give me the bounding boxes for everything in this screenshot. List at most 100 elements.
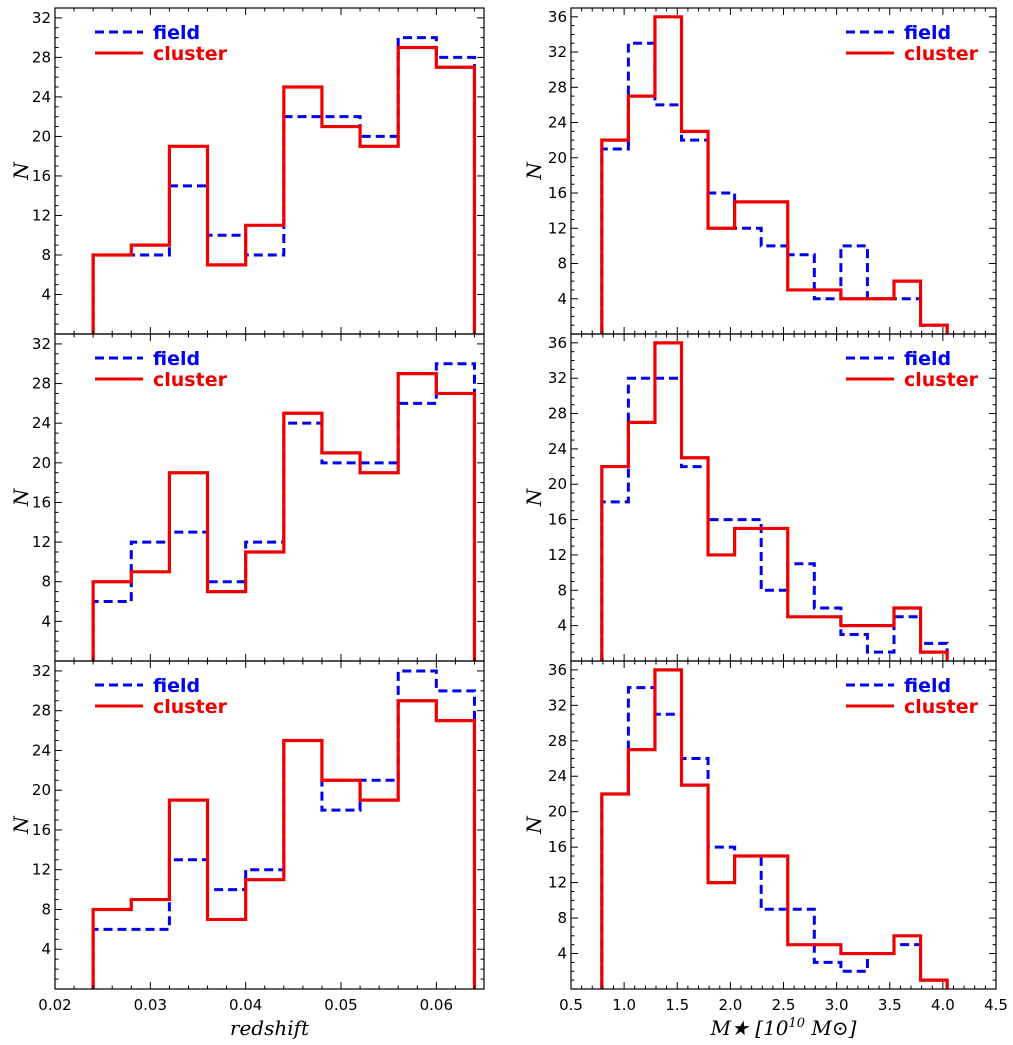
y-tick-label: 12 xyxy=(32,861,51,879)
y-tick-label: 24 xyxy=(548,440,567,458)
y-axis-label: N xyxy=(9,161,33,181)
y-tick-label: 20 xyxy=(548,149,567,167)
y-tick-label: 20 xyxy=(32,781,51,799)
y-tick-label: 16 xyxy=(32,493,51,511)
legend-label-field: field xyxy=(904,22,951,44)
y-axis-label: N xyxy=(522,815,546,835)
y-tick-label: 32 xyxy=(548,696,567,714)
y-axis-label: N xyxy=(9,815,33,835)
y-tick-label: 8 xyxy=(41,246,51,264)
legend-label-cluster: cluster xyxy=(904,43,979,65)
series-cluster-step-line xyxy=(91,699,477,989)
x-tick-label: 0.02 xyxy=(38,996,71,1014)
legend-label-field: field xyxy=(153,348,200,370)
series-cluster-step-line xyxy=(600,668,949,989)
y-tick-label: 16 xyxy=(548,184,567,202)
y-tick-label: 24 xyxy=(548,767,567,785)
x-tick-label: 4.0 xyxy=(931,996,955,1014)
x-tick-label: 0.03 xyxy=(134,996,167,1014)
y-tick-label: 16 xyxy=(548,838,567,856)
y-tick-label: 12 xyxy=(548,874,567,892)
plot-frame xyxy=(54,660,485,990)
y-tick-label: 32 xyxy=(32,9,51,27)
legend-label-field: field xyxy=(153,22,200,44)
y-tick-label: 4 xyxy=(557,945,567,963)
y-tick-label: 8 xyxy=(41,900,51,918)
series-cluster-step-line xyxy=(91,45,477,334)
legend-label-cluster: cluster xyxy=(904,696,979,718)
y-tick-label: 12 xyxy=(32,533,51,551)
y-tick-label: 8 xyxy=(557,581,567,599)
y-tick-label: 16 xyxy=(32,821,51,839)
y-tick-label: 32 xyxy=(32,662,51,680)
panel-6: 4 8 12 16 20 24 28 32 36 0.5 1.0 1.5 2.0 2.5 3.0 3.5 4.0… xyxy=(522,660,1008,1040)
y-tick-label: 36 xyxy=(548,661,567,679)
y-tick-label: 28 xyxy=(548,78,567,96)
x-tick-label: 1.5 xyxy=(665,996,689,1014)
legend-label-cluster: cluster xyxy=(153,696,228,718)
y-tick-label: 28 xyxy=(32,702,51,720)
plot-frame xyxy=(54,7,485,335)
y-tick-label: 28 xyxy=(32,48,51,66)
y-tick-label: 20 xyxy=(548,475,567,493)
y-tick-label: 20 xyxy=(548,803,567,821)
y-tick-label: 28 xyxy=(548,732,567,750)
x-axis-label: redshift xyxy=(230,1016,310,1040)
legend-label-cluster: cluster xyxy=(153,369,228,391)
plot-frame xyxy=(54,333,485,662)
y-tick-label: 24 xyxy=(548,114,567,132)
x-tick-label: 0.04 xyxy=(229,996,262,1014)
y-tick-label: 24 xyxy=(32,414,51,432)
x-tick-label: 2.5 xyxy=(772,996,796,1014)
legend-label-field: field xyxy=(904,348,951,370)
x-tick-label: 3.5 xyxy=(878,996,902,1014)
y-tick-label: 12 xyxy=(548,219,567,237)
y-axis-label: N xyxy=(522,161,546,181)
y-tick-label: 8 xyxy=(41,573,51,591)
y-tick-label: 24 xyxy=(32,88,51,106)
y-tick-label: 4 xyxy=(41,940,51,958)
y-tick-label: 20 xyxy=(32,454,51,472)
x-tick-label: 2.0 xyxy=(718,996,742,1014)
legend-label-field: field xyxy=(904,675,951,697)
y-tick-label: 16 xyxy=(32,167,51,185)
y-tick-label: 36 xyxy=(548,334,567,352)
y-tick-label: 8 xyxy=(557,909,567,927)
panel-5: 4 8 12 16 20 24 28 32 0.02 0.03 0.04 0.05 0.06 Nredsh… xyxy=(9,660,485,1040)
y-tick-label: 12 xyxy=(32,206,51,224)
y-tick-label: 4 xyxy=(41,285,51,303)
y-tick-label: 24 xyxy=(32,741,51,759)
y-axis-label: N xyxy=(522,487,546,507)
y-tick-label: 8 xyxy=(557,255,567,273)
x-tick-label: 4.5 xyxy=(984,996,1008,1014)
y-tick-label: 20 xyxy=(32,127,51,145)
y-axis-label: N xyxy=(9,487,33,507)
x-axis-label: M★ [1010 M⊙] xyxy=(710,1016,857,1040)
y-tick-label: 32 xyxy=(548,43,567,61)
legend-label-cluster: cluster xyxy=(904,369,979,391)
y-tick-label: 12 xyxy=(548,546,567,564)
y-tick-label: 28 xyxy=(32,375,51,393)
series-cluster-step-line xyxy=(600,15,949,334)
y-tick-label: 28 xyxy=(548,405,567,423)
x-tick-label: 1.0 xyxy=(612,996,636,1014)
y-tick-label: 4 xyxy=(557,290,567,308)
x-tick-label: 3.0 xyxy=(825,996,849,1014)
y-tick-label: 4 xyxy=(557,617,567,635)
legend-label-field: field xyxy=(153,675,200,697)
y-tick-label: 16 xyxy=(548,511,567,529)
y-tick-label: 4 xyxy=(41,612,51,630)
x-tick-label: 0.05 xyxy=(324,996,357,1014)
legend-label-cluster: cluster xyxy=(153,43,228,65)
series-cluster-step-line xyxy=(600,341,949,661)
x-tick-label: 0.06 xyxy=(420,996,453,1014)
series-cluster-step-line xyxy=(91,372,477,661)
y-tick-label: 32 xyxy=(548,369,567,387)
y-tick-label: 36 xyxy=(548,8,567,26)
x-tick-label: 0.5 xyxy=(559,996,583,1014)
